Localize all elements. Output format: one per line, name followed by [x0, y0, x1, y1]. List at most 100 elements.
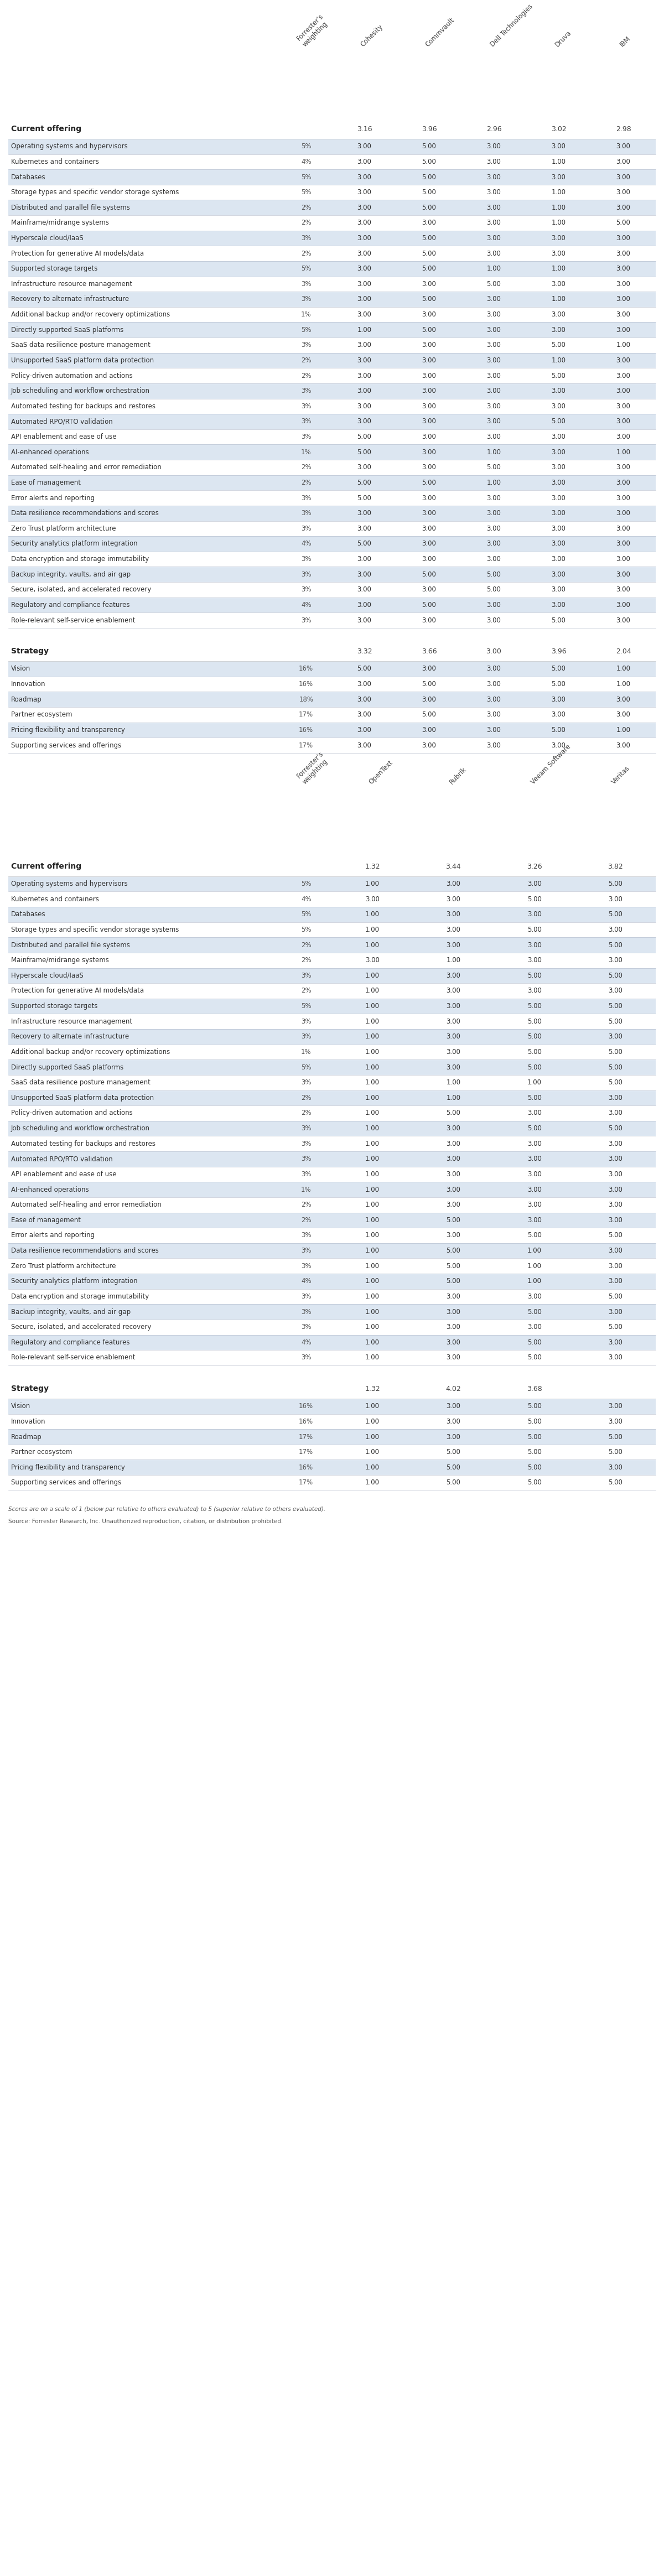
Text: 5.00: 5.00: [608, 1324, 622, 1332]
Bar: [8, 922, 656, 938]
Text: 4%: 4%: [301, 896, 311, 902]
Text: 1.00: 1.00: [365, 1185, 380, 1193]
Text: Error alerts and reporting: Error alerts and reporting: [11, 495, 95, 502]
Text: 3%: 3%: [301, 1157, 311, 1162]
Text: 3.26: 3.26: [527, 863, 542, 871]
Bar: [8, 582, 656, 598]
Text: 3.00: 3.00: [446, 1432, 461, 1440]
Text: 3.00: 3.00: [487, 696, 501, 703]
Text: 3.00: 3.00: [551, 281, 566, 289]
Text: 1.00: 1.00: [616, 665, 631, 672]
Bar: [8, 1121, 656, 1136]
Text: Infrastructure resource management: Infrastructure resource management: [11, 1018, 132, 1025]
Text: 5.00: 5.00: [608, 1079, 622, 1087]
Text: 1.00: 1.00: [365, 912, 380, 917]
Text: 3.00: 3.00: [551, 312, 566, 319]
Text: 3.00: 3.00: [551, 587, 566, 592]
Text: Directly supported SaaS platforms: Directly supported SaaS platforms: [11, 1064, 124, 1072]
Text: 1.00: 1.00: [365, 1293, 380, 1301]
Text: 3.00: 3.00: [551, 510, 566, 518]
Text: 3.00: 3.00: [608, 1278, 622, 1285]
Text: AI-enhanced operations: AI-enhanced operations: [11, 448, 89, 456]
Text: 1.00: 1.00: [365, 1048, 380, 1056]
Text: 3.44: 3.44: [446, 863, 461, 871]
Text: 3.00: 3.00: [616, 587, 631, 592]
Text: 3.00: 3.00: [527, 987, 541, 994]
Text: Forrester's
weighting: Forrester's weighting: [295, 13, 331, 49]
Text: 3.00: 3.00: [487, 402, 501, 410]
Text: Secure, isolated, and accelerated recovery: Secure, isolated, and accelerated recove…: [11, 1324, 151, 1332]
Text: 3.00: 3.00: [616, 358, 631, 363]
Bar: [8, 139, 656, 155]
Text: 1.00: 1.00: [365, 1141, 380, 1146]
Text: 17%: 17%: [299, 711, 313, 719]
Text: 3.00: 3.00: [357, 173, 372, 180]
Text: Storage types and specific vendor storage systems: Storage types and specific vendor storag…: [11, 188, 179, 196]
Bar: [8, 536, 656, 551]
Text: 5.00: 5.00: [527, 1340, 541, 1347]
Text: 3.00: 3.00: [608, 1417, 622, 1425]
Text: 3%: 3%: [301, 1293, 311, 1301]
Text: 3.00: 3.00: [422, 726, 436, 734]
Text: Unsupported SaaS platform data protection: Unsupported SaaS platform data protectio…: [11, 358, 154, 363]
Text: 5.00: 5.00: [608, 912, 622, 917]
Bar: [8, 662, 656, 677]
Text: Automated self-healing and error remediation: Automated self-healing and error remedia…: [11, 1200, 161, 1208]
Bar: [8, 322, 656, 337]
Text: 3.00: 3.00: [616, 696, 631, 703]
Text: 3%: 3%: [301, 417, 311, 425]
Text: Hyperscale cloud/IaaS: Hyperscale cloud/IaaS: [11, 971, 84, 979]
Bar: [8, 1182, 656, 1198]
Text: 3.00: 3.00: [616, 188, 631, 196]
Text: 1.00: 1.00: [616, 726, 631, 734]
Text: 2%: 2%: [301, 358, 311, 363]
Text: 3.00: 3.00: [357, 371, 372, 379]
Text: Protection for generative AI models/data: Protection for generative AI models/data: [11, 250, 144, 258]
Text: 5.00: 5.00: [608, 1231, 622, 1239]
Text: 5.00: 5.00: [527, 896, 541, 902]
Text: 3.00: 3.00: [527, 940, 541, 948]
Text: 1.00: 1.00: [527, 1247, 542, 1255]
Text: Automated RPO/RTO validation: Automated RPO/RTO validation: [11, 1157, 113, 1162]
Text: 5%: 5%: [301, 173, 311, 180]
Text: 3.00: 3.00: [616, 572, 631, 577]
Text: 3.00: 3.00: [446, 940, 461, 948]
Text: 3.00: 3.00: [487, 616, 501, 623]
Text: Partner ecosystem: Partner ecosystem: [11, 1448, 72, 1455]
Text: 1.00: 1.00: [365, 1064, 380, 1072]
Text: 3.00: 3.00: [608, 896, 622, 902]
Text: 3.00: 3.00: [616, 281, 631, 289]
Text: 3.00: 3.00: [446, 1157, 461, 1162]
Text: Forrester's
weighting: Forrester's weighting: [295, 750, 331, 786]
Text: 3.00: 3.00: [357, 219, 372, 227]
Text: 5.00: 5.00: [527, 1048, 541, 1056]
Text: 3%: 3%: [301, 510, 311, 518]
Text: 3.00: 3.00: [616, 526, 631, 533]
Text: 5.00: 5.00: [422, 296, 436, 304]
Text: 1.00: 1.00: [365, 1479, 380, 1486]
Text: 3.00: 3.00: [357, 188, 372, 196]
Text: 16%: 16%: [299, 1404, 313, 1409]
Text: 3.00: 3.00: [422, 312, 436, 319]
Text: 5.00: 5.00: [446, 1216, 461, 1224]
Text: Kubernetes and containers: Kubernetes and containers: [11, 896, 99, 902]
Text: 3.00: 3.00: [357, 281, 372, 289]
Text: 3.00: 3.00: [446, 1309, 461, 1316]
Text: 3.00: 3.00: [357, 726, 372, 734]
Text: 5.00: 5.00: [527, 1479, 541, 1486]
Bar: [8, 489, 656, 505]
Text: 2%: 2%: [301, 250, 311, 258]
Text: 3.66: 3.66: [422, 647, 437, 654]
Bar: [8, 953, 656, 969]
Text: 2%: 2%: [301, 479, 311, 487]
Text: 5.00: 5.00: [551, 665, 566, 672]
Bar: [8, 229, 656, 245]
Text: 1.00: 1.00: [365, 1231, 380, 1239]
Text: Secure, isolated, and accelerated recovery: Secure, isolated, and accelerated recove…: [11, 587, 151, 592]
Text: 3.00: 3.00: [608, 1247, 622, 1255]
Text: 5.00: 5.00: [527, 1095, 541, 1103]
Text: 3.00: 3.00: [616, 711, 631, 719]
Text: 1.00: 1.00: [616, 448, 631, 456]
Text: 3%: 3%: [301, 1247, 311, 1255]
Bar: [8, 118, 656, 139]
